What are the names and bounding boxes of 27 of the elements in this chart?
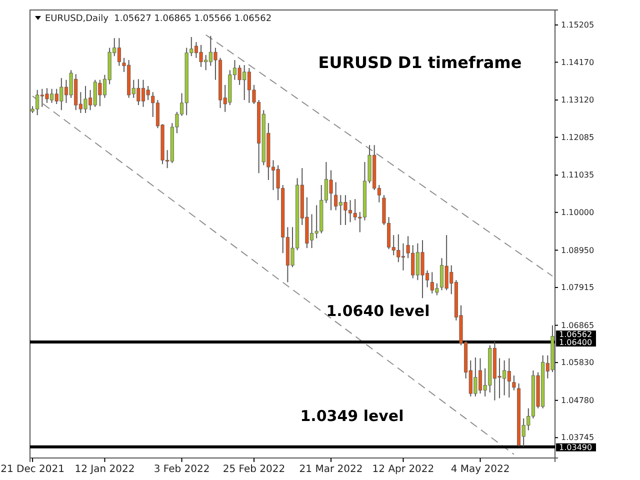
x-tick-label: 4 May 2022 [450,464,510,476]
x-tick-label: 3 Feb 2022 [154,464,210,476]
y-tick-label: 1.15205 [561,20,594,30]
annotation: 1.0349 level [300,406,404,425]
y-tick-label: 1.07915 [561,283,594,292]
annotation: 1.0640 level [326,302,430,320]
ref-line-label: 1.03490 [559,442,592,452]
y-tick-label: 1.12085 [561,132,594,142]
x-tick-label: 25 Feb 2022 [222,464,286,476]
y-tick-label: 1.05830 [561,358,594,368]
y-tick-label: 1.03745 [561,433,594,442]
x-tick-label: 12 Apr 2022 [372,464,434,476]
y-tick-label: 1.14170 [561,58,594,67]
text: 1.06562 [559,330,592,340]
y-tick-label: 1.10000 [561,208,594,217]
y-tick-label: 1.06865 [561,320,594,330]
ref-line-label: 1.06400 [559,338,592,348]
text: EURUSD D1 timeframe [318,53,522,72]
y-tick-label: 1.11035 [561,170,594,180]
y-tick-label: 1.08950 [561,246,594,255]
y-tick-label: 1.13120 [561,96,594,105]
x-tick-label: 12 Jan 2022 [74,464,135,476]
x-tick-label: 21 Dec 2021 [0,464,64,476]
text: EURUSD,Daily 1.05627 1.06865 1.05566 1.06562 [45,14,272,24]
y-tick-label: 1.04780 [561,396,594,405]
candlestick [512,375,516,391]
x-tick-label: 21 Mar 2022 [299,464,363,476]
